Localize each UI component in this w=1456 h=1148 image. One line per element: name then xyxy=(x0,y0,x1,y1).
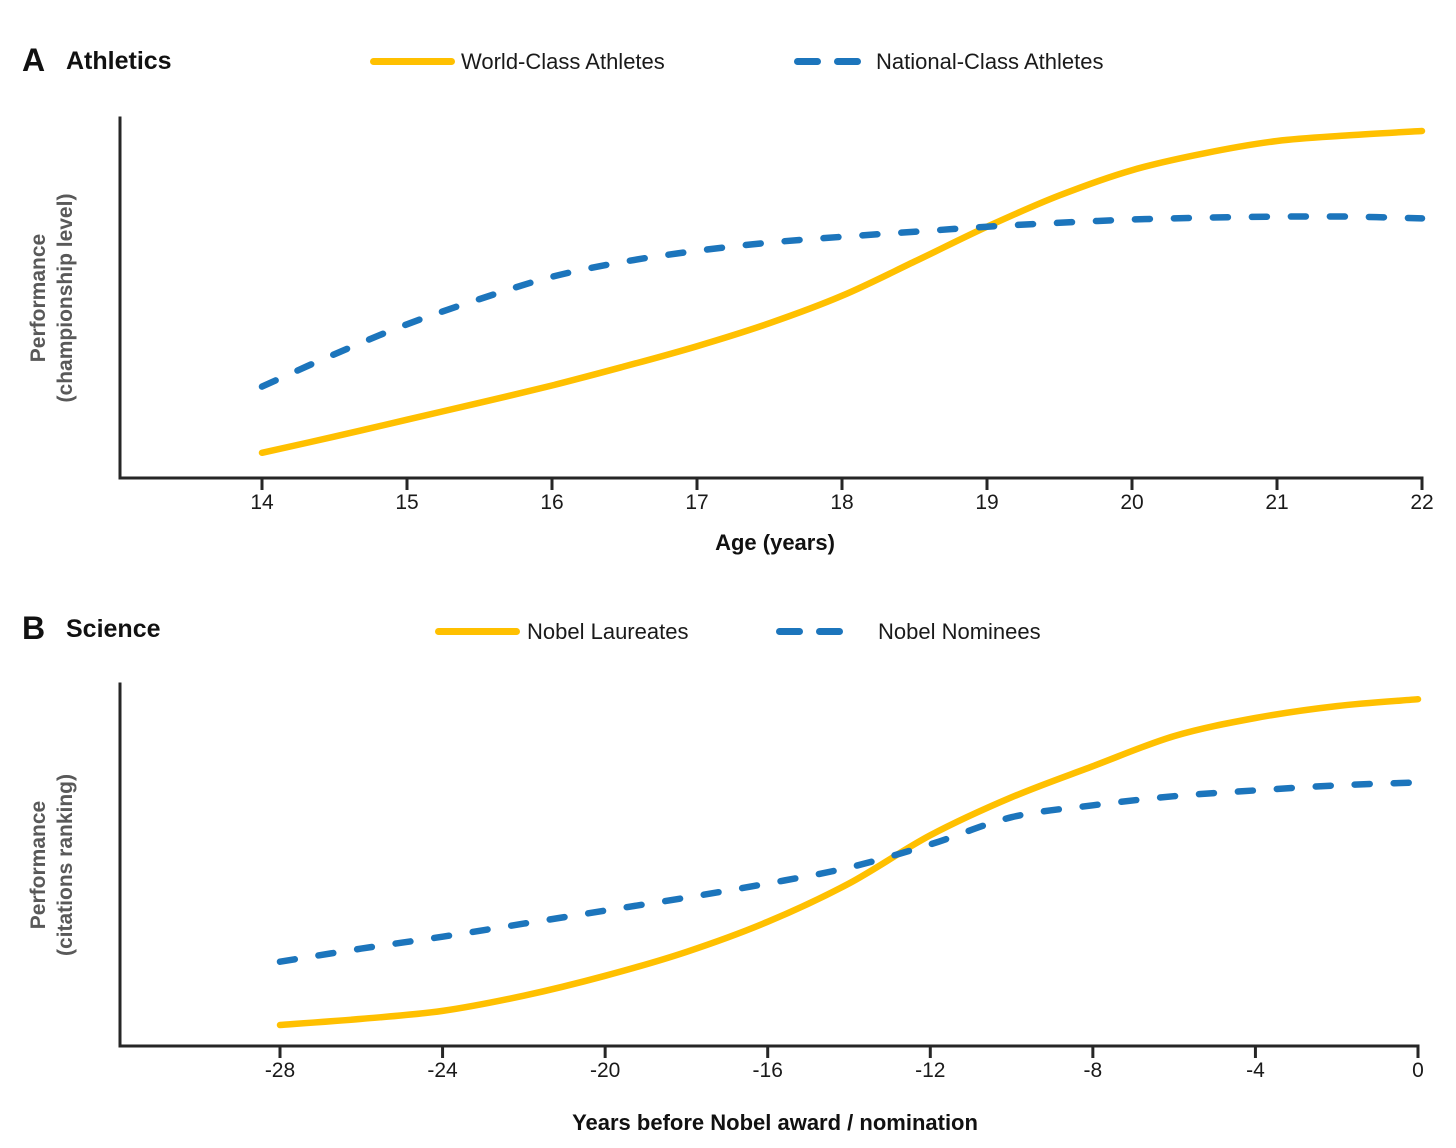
panel-a-title: Athletics xyxy=(66,47,172,75)
dash-segment xyxy=(794,58,821,65)
legend-swatch-world-class-line xyxy=(370,58,455,65)
legend-label-world-class: World-Class Athletes xyxy=(461,49,665,74)
panel-b-title: Science xyxy=(66,615,161,643)
x-tick-label: 14 xyxy=(250,491,274,514)
panel-a-x-axis-title: Age (years) xyxy=(715,530,835,555)
x-tick-label: 15 xyxy=(395,491,419,514)
nobel-laureates-line xyxy=(276,695,1422,1029)
x-tick-label: -20 xyxy=(589,1059,621,1082)
x-tick-label: -28 xyxy=(264,1059,296,1082)
panel-b-axis-line xyxy=(118,682,1420,1048)
national-class-athletes-line xyxy=(258,213,1426,390)
x-tick-label: 19 xyxy=(975,491,999,514)
legend-label-national-class: National-Class Athletes xyxy=(876,49,1104,74)
x-tick-label: -4 xyxy=(1246,1059,1265,1082)
x-tick-label: -12 xyxy=(915,1059,946,1082)
x-tick-label: 20 xyxy=(1120,491,1144,514)
nobel-nominees-line xyxy=(276,779,1422,965)
panel-a-letter: A xyxy=(22,42,46,78)
x-tick-label: 17 xyxy=(685,491,709,514)
panel-b-x-axis-title: Years before Nobel award / nomination xyxy=(572,1110,978,1135)
dash-segment xyxy=(816,628,843,635)
world-class-athletes-line xyxy=(258,127,1426,457)
x-tick-label: 21 xyxy=(1265,491,1289,514)
x-tick-label: -8 xyxy=(1083,1059,1103,1082)
x-tick-label: 0 xyxy=(1412,1059,1424,1082)
dash-segment xyxy=(776,628,803,635)
x-tick-label: 16 xyxy=(540,491,564,514)
legend-label-nobel-laureates: Nobel Laureates xyxy=(527,619,689,644)
x-tick-label: -16 xyxy=(752,1059,783,1082)
x-tick-label: 18 xyxy=(830,491,854,514)
legend-swatch-nobel-nominees-line xyxy=(776,628,843,635)
legend-label-nobel-nominees: Nobel Nominees xyxy=(878,619,1041,644)
x-tick-label: -24 xyxy=(427,1059,458,1082)
x-tick-label: 22 xyxy=(1410,491,1434,514)
legend-swatch-nobel-laureates-line xyxy=(435,628,520,635)
panel-a-axis-line xyxy=(118,116,1424,480)
legend-swatch-national-class-line xyxy=(794,58,861,65)
panel-b-letter: B xyxy=(22,610,46,646)
dash-segment xyxy=(834,58,861,65)
